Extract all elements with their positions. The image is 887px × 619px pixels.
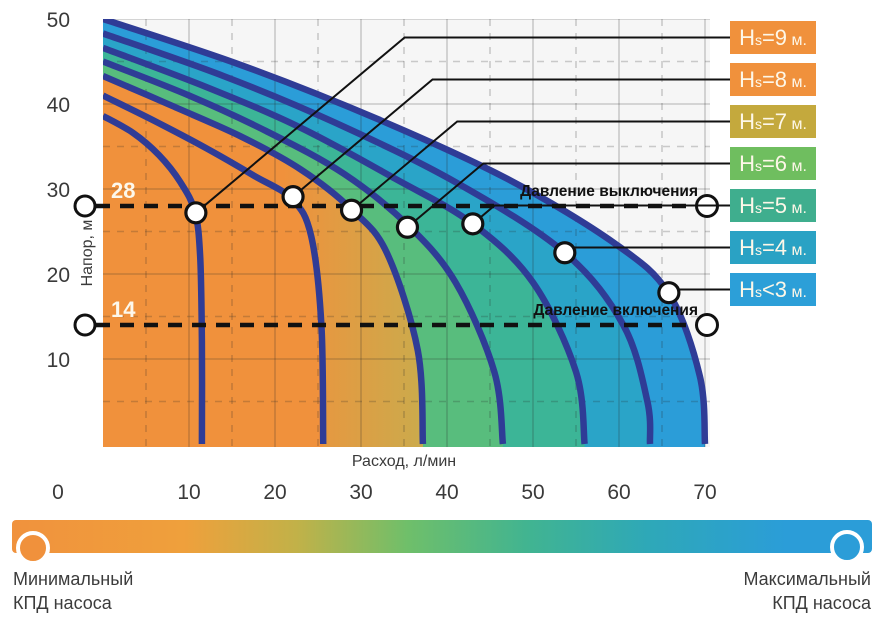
chart-canvas: 28 Давление выключения 14 Давление включени… (47, 9, 816, 504)
y-axis-title: Напор, м (79, 220, 96, 287)
efficiency-gradient-bar (12, 520, 872, 553)
dot-3 (657, 281, 681, 305)
curve-4 (103, 30, 654, 445)
curve-3 (103, 19, 709, 445)
pressure-value-label: 14 (111, 297, 136, 322)
legend-box (730, 231, 816, 264)
legend-box (730, 273, 816, 306)
min-efficiency-line2: КПД насоса (13, 593, 112, 613)
legend-label: Hs=4 м. (739, 235, 807, 260)
legend-box (730, 189, 816, 222)
legend-label: Hs=7 м. (739, 109, 807, 134)
legend-box (730, 147, 816, 180)
legend-label: Hs=6 м. (739, 151, 807, 176)
legend-label: Hs<3 м. (739, 277, 807, 302)
leader-9 (195, 36, 730, 214)
max-efficiency-marker (830, 530, 864, 564)
dot-4 (553, 241, 577, 265)
y-tick-label: 30 (47, 179, 70, 202)
y-tick-label: 20 (47, 264, 70, 287)
min-efficiency-marker (16, 531, 50, 565)
x-tick-label: 40 (435, 481, 458, 504)
x-tick-label: 50 (521, 481, 544, 504)
min-efficiency-label: Минимальный КПД насоса (13, 567, 133, 615)
y-tick-label: 10 (47, 349, 70, 372)
dot-7 (339, 198, 364, 222)
pressure-line-left-circle (73, 194, 97, 218)
x-axis-title: Расход, л/мин (352, 453, 456, 470)
max-efficiency-label: Максимальный КПД насоса (743, 567, 871, 615)
dot-6 (395, 215, 420, 239)
pressure-line-14: 14 Давление включения (73, 297, 719, 337)
curve-7 (103, 73, 427, 445)
x-tick-label: 0 (52, 481, 64, 504)
pressure-line-left-circle (73, 313, 97, 337)
legend-box (730, 105, 816, 138)
dot-8 (281, 185, 305, 209)
legend-box (730, 63, 816, 96)
x-tick-label: 60 (607, 481, 630, 504)
dot-5 (461, 212, 485, 236)
legend-label: Hs=5 м. (739, 193, 807, 218)
legend-label: Hs=9 м. (739, 25, 807, 50)
band-9 (103, 115, 203, 447)
legend-box (730, 21, 816, 54)
max-efficiency-line1: Максимальный (743, 569, 871, 589)
max-efficiency-line2: КПД насоса (772, 593, 871, 613)
pressure-text-label: Давление включения (533, 302, 698, 319)
leader-7 (350, 120, 730, 212)
x-tick-label: 20 (263, 481, 286, 504)
curve-5 (103, 44, 588, 445)
pressure-text-label: Давление выключения (520, 183, 698, 200)
x-tick-label: 30 (349, 481, 372, 504)
y-tick-label: 50 (47, 9, 70, 32)
leader-6 (406, 162, 730, 229)
pressure-line-right-circle (695, 313, 719, 337)
min-efficiency-line1: Минимальный (13, 569, 134, 589)
legend-label: Hs=8 м. (739, 67, 807, 92)
pressure-value-label: 28 (111, 178, 135, 203)
y-tick-label: 40 (47, 94, 70, 117)
x-tick-label: 10 (177, 481, 200, 504)
x-tick-label: 70 (693, 481, 716, 504)
leader-8 (292, 78, 730, 198)
dot-9 (184, 201, 208, 225)
